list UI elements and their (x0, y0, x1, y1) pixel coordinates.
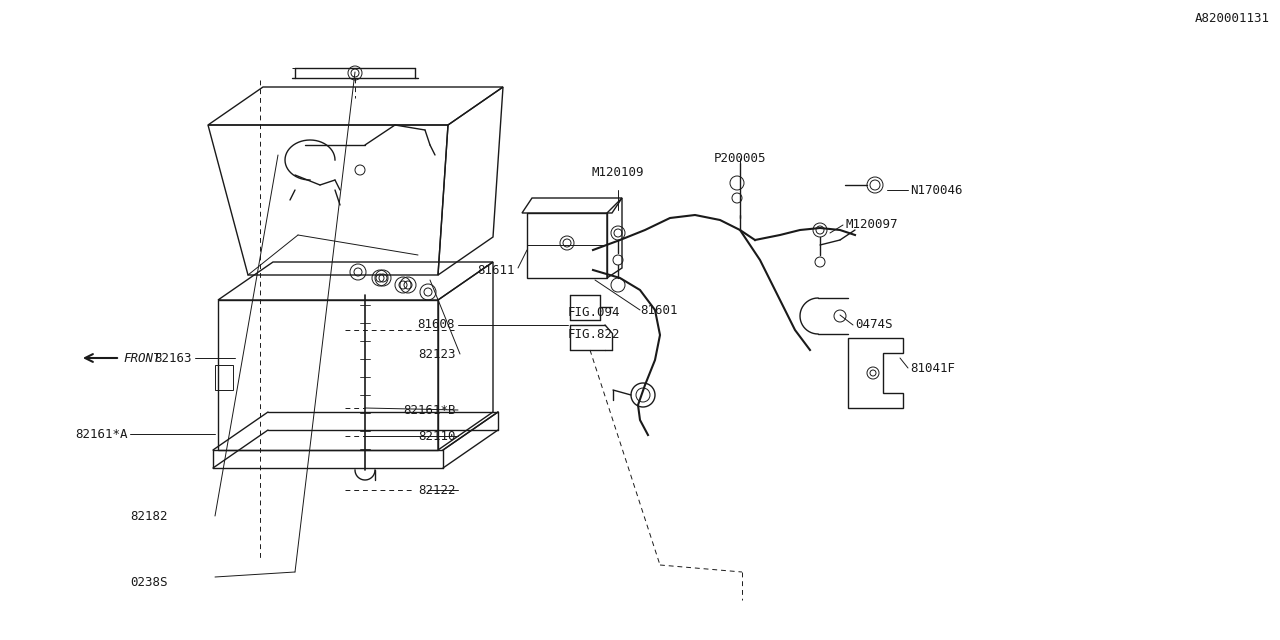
Text: FRONT: FRONT (123, 351, 160, 365)
Text: M120097: M120097 (845, 218, 897, 232)
Text: 0474S: 0474S (855, 319, 892, 332)
Text: 82161*B: 82161*B (403, 403, 456, 417)
Text: 81601: 81601 (640, 303, 677, 317)
Text: 82123: 82123 (419, 348, 456, 360)
Text: N170046: N170046 (910, 184, 963, 196)
Text: 82182: 82182 (131, 509, 168, 522)
Text: 82110: 82110 (419, 429, 456, 442)
Text: M120109: M120109 (591, 166, 644, 179)
Text: A820001131: A820001131 (1196, 12, 1270, 24)
Text: 81608: 81608 (417, 319, 454, 332)
Text: P200005: P200005 (714, 152, 767, 164)
Text: FIG.822: FIG.822 (568, 328, 621, 342)
Text: 81611: 81611 (477, 264, 515, 276)
Text: FIG.094: FIG.094 (568, 307, 621, 319)
Text: 82122: 82122 (419, 483, 456, 497)
Text: 0238S: 0238S (131, 577, 168, 589)
Text: 82163: 82163 (155, 351, 192, 365)
Bar (215, 365, 233, 390)
Text: 81041F: 81041F (910, 362, 955, 374)
Text: 82161*A: 82161*A (76, 428, 128, 440)
